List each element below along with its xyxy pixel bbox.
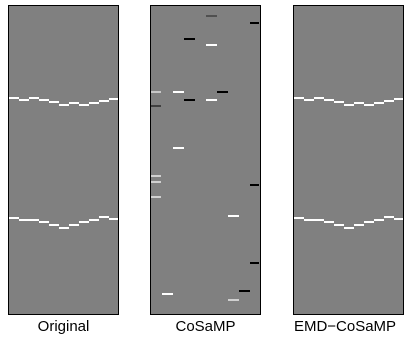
signal-segment [304, 99, 314, 101]
signal-segment [99, 100, 109, 102]
signal-segment [173, 91, 184, 93]
panel-emd-cosamp [293, 5, 404, 315]
panel-background [9, 6, 118, 314]
signal-segment [109, 218, 118, 220]
signal-segment [384, 100, 394, 102]
signal-segment [217, 91, 228, 93]
signal-segment [184, 38, 195, 40]
signal-segment [69, 102, 79, 104]
signal-segment [173, 147, 184, 149]
signal-segment [79, 104, 89, 106]
signal-segment [250, 22, 259, 24]
signal-segment [294, 217, 304, 219]
signal-segment [162, 293, 173, 295]
signal-segment [151, 181, 161, 183]
panel-background [294, 6, 403, 314]
panel-cosamp-canvas [151, 6, 260, 314]
signal-segment [314, 219, 324, 221]
signal-segment [394, 98, 403, 100]
signal-segment [354, 224, 364, 226]
signal-segment [364, 104, 374, 106]
panel-background [151, 6, 260, 314]
signal-segment [151, 196, 161, 198]
signal-segment [9, 97, 19, 99]
signal-segment [99, 216, 109, 218]
signal-segment [19, 219, 29, 221]
label-emd-cosamp: EMD−CoSaMP [293, 318, 397, 335]
signal-segment [109, 98, 118, 100]
signal-segment [250, 184, 259, 186]
signal-segment [384, 216, 394, 218]
signal-segment [9, 217, 19, 219]
signal-segment [151, 91, 161, 93]
panel-original-canvas [9, 6, 118, 314]
signal-segment [69, 224, 79, 226]
signal-segment [39, 99, 49, 101]
signal-segment [19, 99, 29, 101]
signal-segment [49, 101, 59, 103]
panel-original [8, 5, 119, 315]
signal-segment [228, 215, 239, 217]
signal-segment [294, 97, 304, 99]
signal-segment [334, 101, 344, 103]
signal-segment [59, 227, 69, 229]
label-cosamp: CoSaMP [175, 318, 236, 335]
signal-segment [250, 262, 259, 264]
label-original: Original [37, 318, 90, 335]
signal-segment [49, 224, 59, 226]
signal-segment [334, 224, 344, 226]
signal-segment [29, 219, 39, 221]
signal-segment [79, 221, 89, 223]
signal-segment [184, 99, 195, 101]
signal-segment [151, 175, 161, 177]
signal-segment [354, 102, 364, 104]
signal-segment [374, 102, 384, 104]
signal-segment [239, 290, 250, 292]
signal-segment [206, 15, 217, 17]
panel-cosamp [150, 5, 261, 315]
signal-segment [344, 227, 354, 229]
signal-segment [394, 218, 403, 220]
signal-segment [324, 221, 334, 223]
signal-segment [206, 99, 217, 101]
signal-segment [324, 99, 334, 101]
signal-segment [151, 105, 161, 107]
signal-segment [314, 97, 324, 99]
signal-segment [29, 97, 39, 99]
signal-segment [89, 219, 99, 221]
signal-segment [364, 221, 374, 223]
signal-segment [206, 44, 217, 46]
signal-segment [59, 104, 69, 106]
signal-segment [39, 221, 49, 223]
signal-segment [304, 219, 314, 221]
panel-emd-cosamp-canvas [294, 6, 403, 314]
signal-segment [228, 299, 239, 301]
signal-segment [344, 104, 354, 106]
signal-segment [374, 219, 384, 221]
signal-segment [89, 102, 99, 104]
